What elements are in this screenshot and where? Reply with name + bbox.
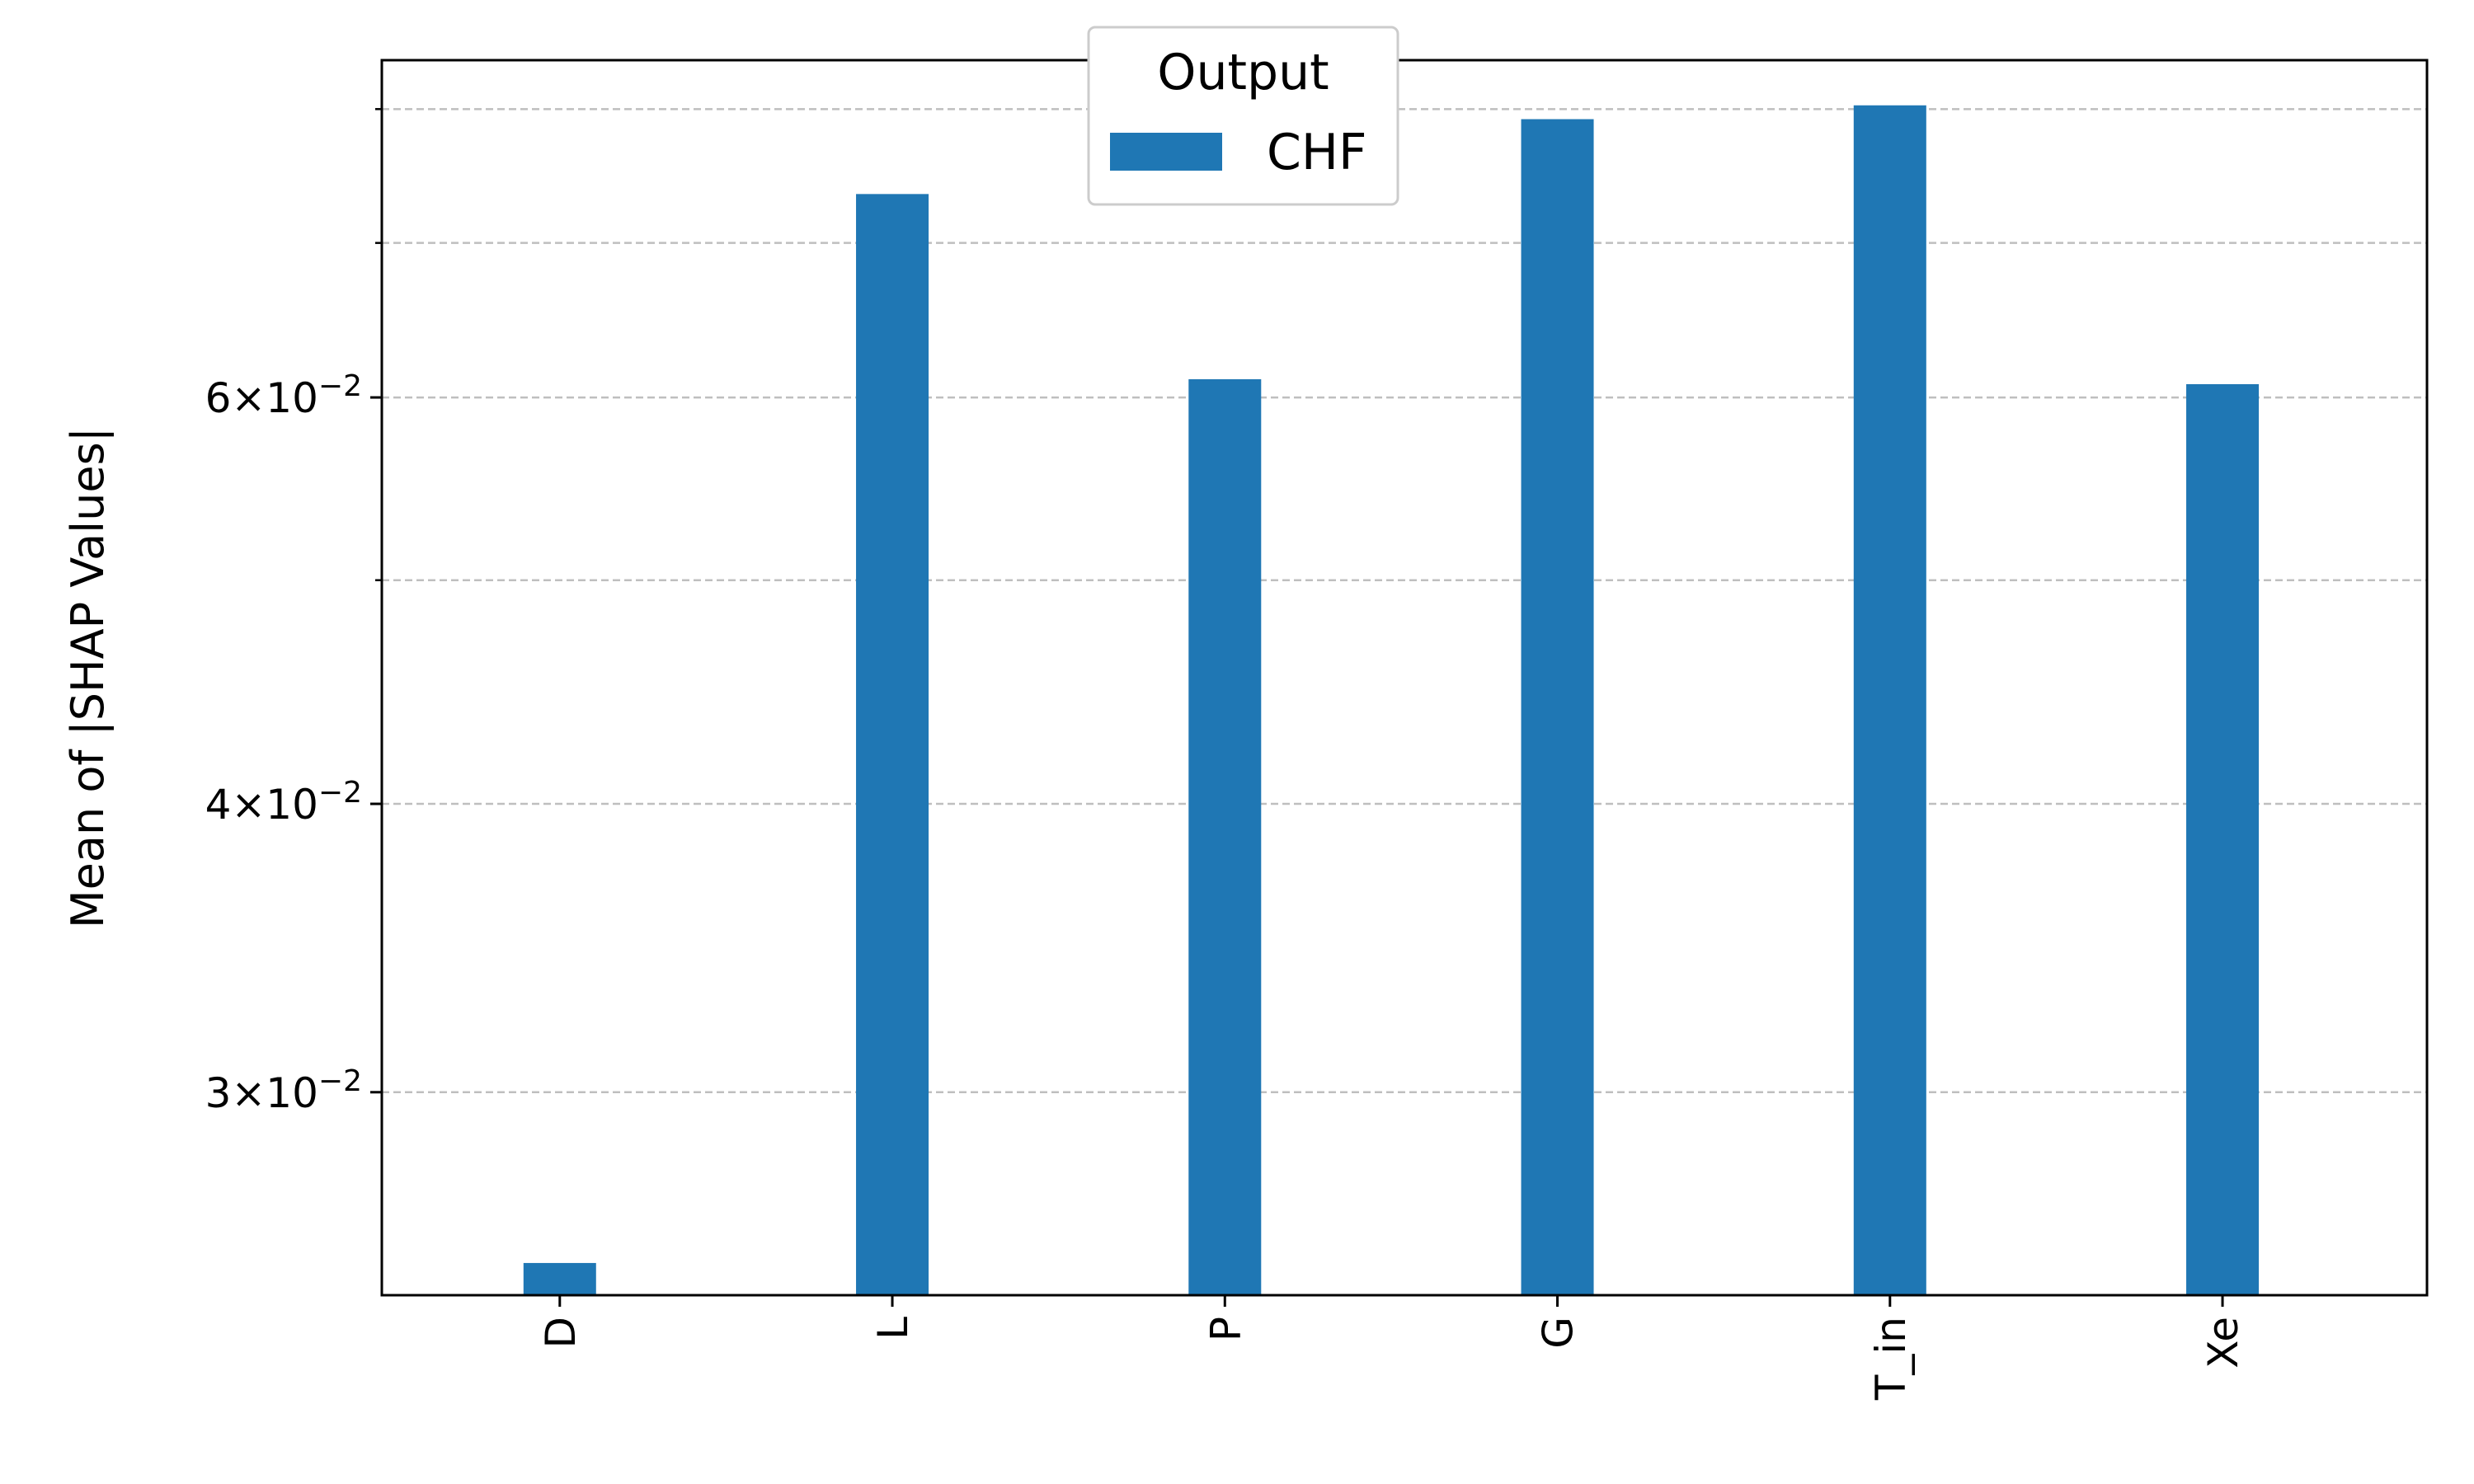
y-axis-ticks: 3×10−2 4×10−2 6×10−2 [205, 108, 382, 1117]
bar-p [1188, 378, 1262, 1295]
y-tick-label: 6×10−2 [205, 369, 362, 422]
legend-title: Output [1157, 44, 1329, 101]
y-tick-label: 4×10−2 [205, 776, 362, 829]
y-axis-label: Mean of |SHAP Values| [62, 427, 114, 928]
legend-entry-chf: CHF [1267, 124, 1367, 181]
bar-g [1521, 119, 1594, 1295]
plot-frame [380, 59, 2429, 1297]
x-tick-label: P [1202, 1317, 1249, 1341]
bar-d [523, 1262, 596, 1295]
x-tick-label: G [1535, 1317, 1583, 1349]
x-tick-label: T_in [1867, 1317, 1915, 1401]
y-tick-label: 3×10−2 [205, 1064, 362, 1117]
x-axis-ticks: D L P G T_in Xe [537, 1295, 2247, 1401]
grid-lines [382, 108, 2427, 1094]
bar-t_in [1853, 105, 1926, 1296]
x-tick-label: D [537, 1317, 585, 1349]
x-tick-label: Xe [2199, 1317, 2247, 1369]
bars [523, 105, 2260, 1296]
bar-xe [2186, 383, 2260, 1295]
legend: Output CHF [1087, 26, 1399, 206]
legend-swatch [1110, 133, 1222, 171]
x-tick-label: L [869, 1317, 917, 1340]
bar-l [856, 194, 929, 1295]
